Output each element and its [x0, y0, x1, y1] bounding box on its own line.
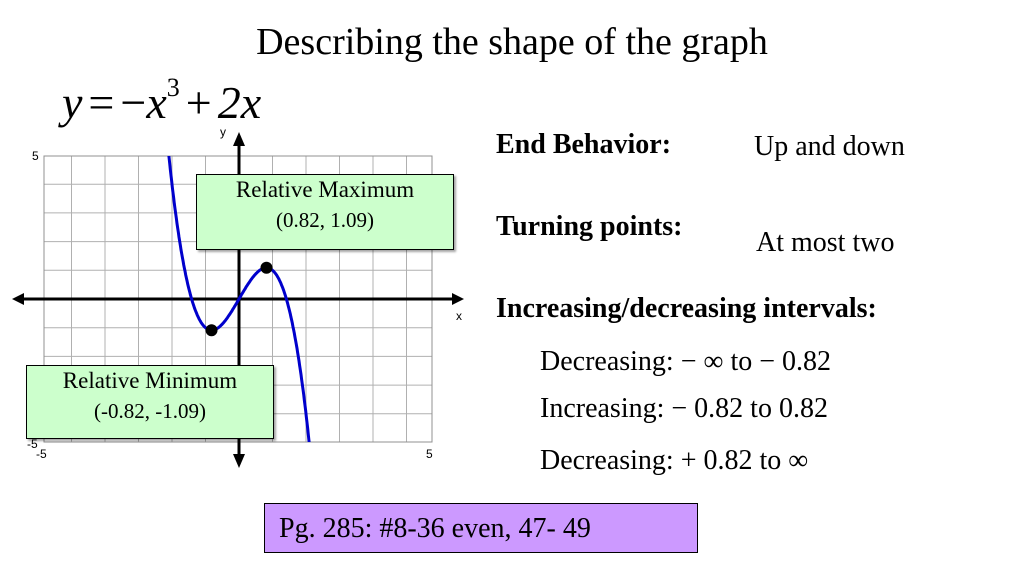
equation-plus: +	[185, 77, 212, 128]
intervals-heading: Increasing/decreasing intervals:	[496, 293, 877, 324]
turning-points-value: At most two	[756, 227, 895, 258]
equation-minus: −	[120, 77, 147, 128]
homework-box: Pg. 285: #8-36 even, 47- 49	[264, 503, 698, 553]
relative-maximum-coords: (0.82, 1.09)	[276, 208, 374, 232]
interval-decreasing-right: Decreasing: + 0.82 to ∞	[540, 445, 809, 476]
end-behavior-value: Up and down	[754, 131, 905, 162]
interval-decreasing-left: Decreasing: − ∞ to − 0.82	[540, 346, 832, 377]
equation-term1: x	[146, 77, 167, 128]
relative-maximum-title: Relative Maximum	[235, 177, 415, 202]
y-axis-label: y	[220, 125, 226, 139]
equation-equals: =	[88, 77, 115, 128]
turning-points-heading: Turning points:	[496, 211, 683, 242]
relative-minimum-point	[205, 324, 218, 337]
interval-increasing: Increasing: − 0.82 to 0.82	[540, 393, 828, 424]
slide-title: Describing the shape of the graph	[256, 21, 768, 63]
tick-label-x-left: -5	[36, 447, 47, 461]
equation-lhs: y	[62, 77, 83, 128]
end-behavior-heading: End Behavior:	[496, 129, 672, 160]
equation-term2: 2x	[217, 77, 262, 128]
function-curve	[167, 156, 311, 442]
tick-label-y-top: 5	[32, 149, 39, 163]
tick-label-x-right: 5	[426, 447, 433, 461]
relative-minimum-title: Relative Minimum	[62, 368, 238, 393]
x-axis-label: x	[456, 309, 462, 323]
equation: y = −x3 +2x	[62, 72, 382, 130]
relative-maximum-point	[260, 261, 273, 274]
equation-exponent: 3	[166, 72, 180, 102]
relative-minimum-coords: (-0.82, -1.09)	[94, 399, 206, 423]
tick-label-y-bottom: -5	[27, 437, 38, 451]
relative-minimum-callout: Relative Minimum (-0.82, -1.09)	[26, 365, 274, 439]
relative-maximum-callout: Relative Maximum (0.82, 1.09)	[196, 174, 454, 250]
